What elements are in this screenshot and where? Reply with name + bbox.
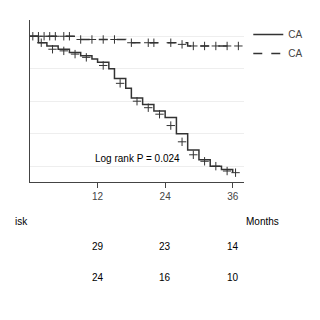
svg-text:23: 23 xyxy=(159,241,171,252)
svg-text:29: 29 xyxy=(92,241,104,252)
svg-text:24: 24 xyxy=(160,191,172,202)
svg-text:Log rank P = 0.024: Log rank P = 0.024 xyxy=(95,153,180,164)
svg-text:10: 10 xyxy=(227,272,239,283)
svg-text:isk: isk xyxy=(15,216,28,227)
svg-text:36: 36 xyxy=(227,191,239,202)
svg-text:CA: CA xyxy=(288,48,302,59)
svg-text:Months: Months xyxy=(246,216,279,227)
svg-text:24: 24 xyxy=(92,272,104,283)
svg-text:14: 14 xyxy=(227,241,239,252)
svg-text:12: 12 xyxy=(92,191,104,202)
svg-text:CA: CA xyxy=(288,29,302,40)
svg-text:16: 16 xyxy=(159,272,171,283)
